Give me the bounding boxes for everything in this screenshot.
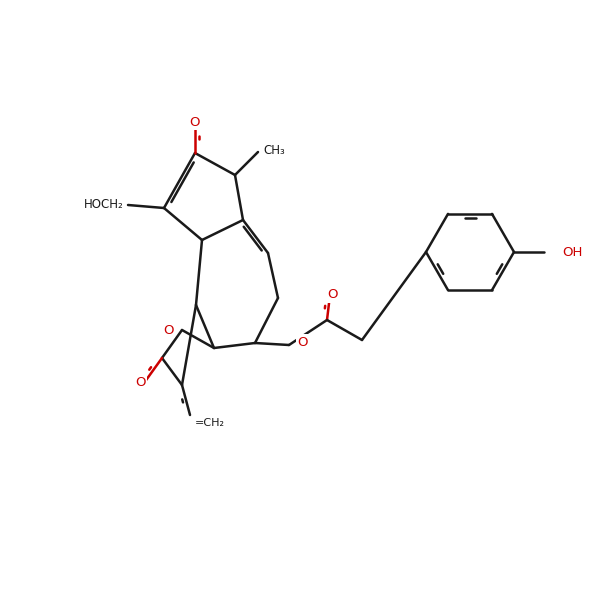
Text: =CH₂: =CH₂ (195, 418, 225, 428)
Text: O: O (297, 335, 308, 349)
Text: O: O (328, 289, 338, 301)
Text: OH: OH (562, 245, 583, 259)
Text: O: O (136, 377, 146, 389)
Text: CH₃: CH₃ (263, 143, 285, 157)
Text: HOCH₂: HOCH₂ (84, 199, 124, 211)
Text: O: O (190, 115, 200, 128)
Text: O: O (163, 323, 174, 337)
